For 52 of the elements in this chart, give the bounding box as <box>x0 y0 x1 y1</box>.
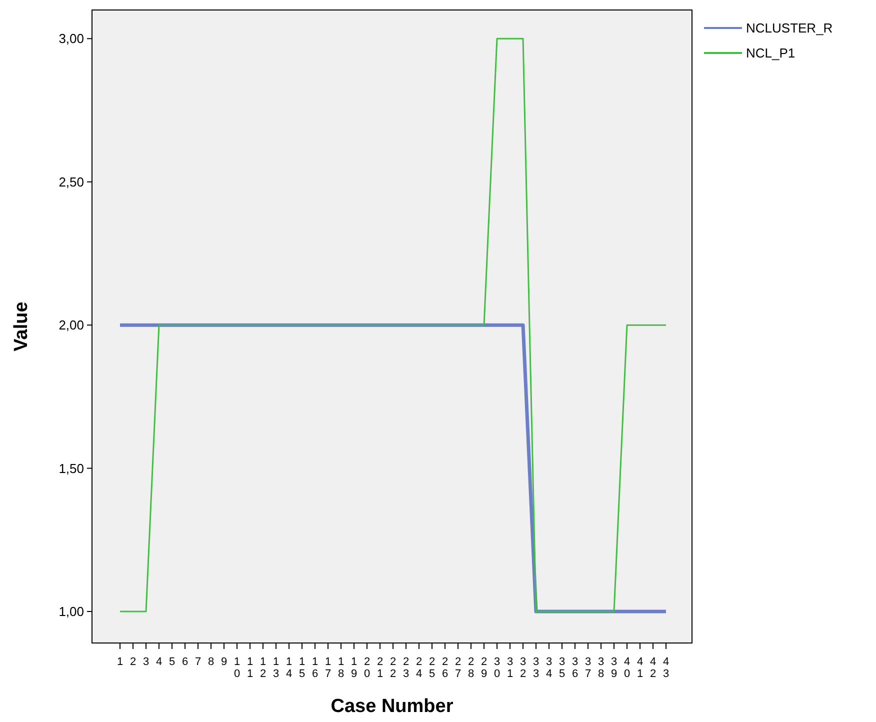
x-tick-label: 4 <box>153 656 165 668</box>
x-tick-label: 11 <box>244 656 256 680</box>
x-tick-label: 7 <box>192 656 204 668</box>
x-tick-label: 21 <box>374 656 386 680</box>
x-tick-label: 1 <box>114 656 126 668</box>
x-tick-label: 26 <box>439 656 451 680</box>
x-tick-label: 13 <box>270 656 282 680</box>
x-tick-label: 37 <box>582 656 594 680</box>
y-tick-label: 2,50 <box>58 174 84 190</box>
x-tick-label: 9 <box>218 656 230 668</box>
x-tick-label: 16 <box>309 656 321 680</box>
legend-label: NCLUSTER_R <box>746 20 833 36</box>
x-tick-label: 27 <box>452 656 464 680</box>
x-tick-label: 17 <box>322 656 334 680</box>
x-tick-label: 18 <box>335 656 347 680</box>
x-tick-label: 19 <box>348 656 360 680</box>
x-tick-label: 34 <box>543 656 555 680</box>
x-tick-label: 25 <box>426 656 438 680</box>
x-axis-title: Case Number <box>330 696 454 717</box>
x-tick-label: 10 <box>231 656 243 680</box>
x-tick-label: 29 <box>478 656 490 680</box>
x-tick-label: 32 <box>517 656 529 680</box>
x-tick-label: 22 <box>387 656 399 680</box>
x-tick-label: 42 <box>647 656 659 680</box>
x-tick-label: 23 <box>400 656 412 680</box>
x-tick-label: 28 <box>465 656 477 680</box>
y-axis-title: Value <box>11 302 32 352</box>
x-tick-label: 8 <box>205 656 217 668</box>
x-tick-label: 38 <box>595 656 607 680</box>
x-tick-label: 43 <box>660 656 672 680</box>
x-tick-label: 20 <box>361 656 373 680</box>
x-tick-label: 3 <box>140 656 152 668</box>
x-tick-label: 15 <box>296 656 308 680</box>
y-tick-label: 3,00 <box>58 31 84 46</box>
y-tick-label: 1,50 <box>58 460 84 476</box>
x-tick-label: 5 <box>166 656 178 668</box>
x-tick-label: 41 <box>634 656 646 680</box>
x-tick-label: 14 <box>283 656 295 680</box>
legend-label: NCL_P1 <box>746 46 796 61</box>
x-tick-label: 24 <box>413 656 425 680</box>
y-tick-label: 2,00 <box>58 318 84 333</box>
x-tick-label: 39 <box>608 656 620 680</box>
x-tick-label: 2 <box>127 656 139 668</box>
x-tick-label: 30 <box>491 656 503 680</box>
x-tick-label: 33 <box>530 656 542 680</box>
x-tick-label: 12 <box>257 656 269 680</box>
x-tick-label: 36 <box>569 656 581 680</box>
x-tick-label: 6 <box>179 656 191 668</box>
x-tick-label: 40 <box>621 656 633 680</box>
y-tick-label: 1,00 <box>58 604 84 620</box>
x-tick-label: 31 <box>504 656 516 680</box>
x-tick-label: 35 <box>556 656 568 680</box>
